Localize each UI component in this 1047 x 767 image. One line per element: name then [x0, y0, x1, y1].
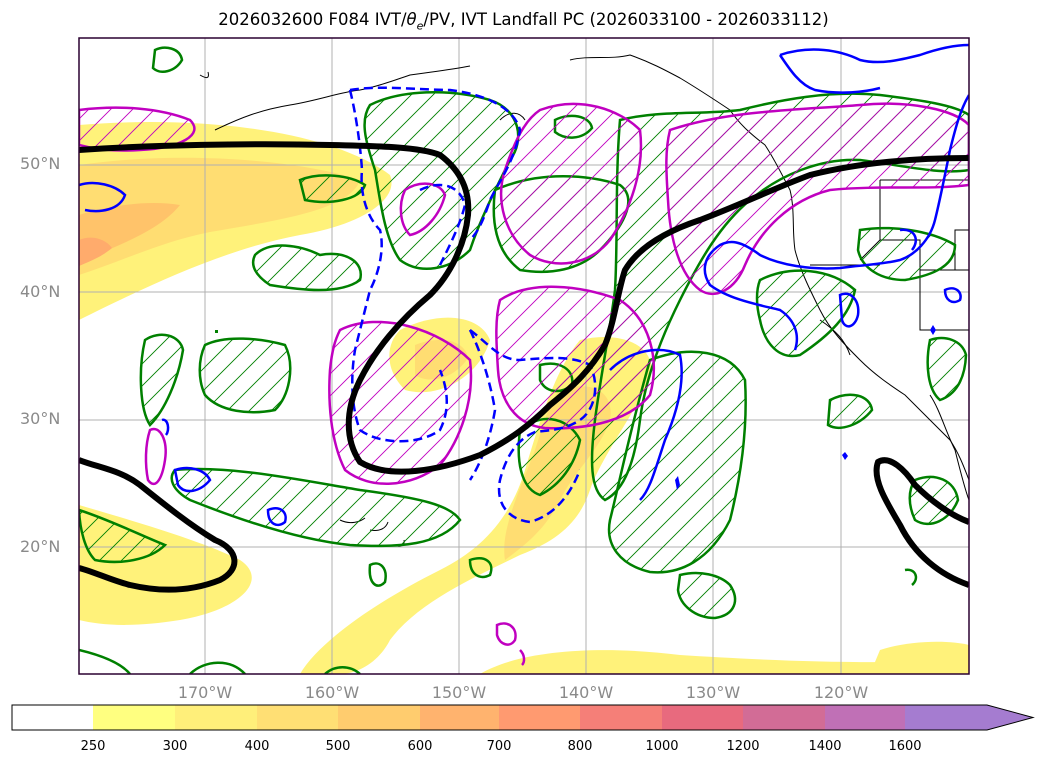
island-marks: [215, 325, 936, 490]
map-frame: [78, 37, 970, 675]
lon-label: 140°W: [558, 683, 614, 702]
blue-contours: [79, 43, 969, 527]
colorbar-tick-label: 600: [407, 739, 433, 754]
lat-label: 20°N: [20, 537, 61, 556]
colorbar-tick-label: 300: [162, 739, 188, 754]
colorbar-segment: [420, 705, 499, 730]
colorbar-tick-label: 1600: [888, 739, 922, 754]
lon-label: 120°W: [813, 683, 869, 702]
lon-label: 150°W: [431, 683, 487, 702]
colorbar-tick-label: 400: [244, 739, 270, 754]
colorbar-tick-label: 1200: [726, 739, 760, 754]
map-title: 2026032600 F084 IVT/θe/PV, IVT Landfall …: [218, 10, 829, 33]
colorbar-tick-label: 1400: [808, 739, 842, 754]
lon-label: 160°W: [304, 683, 360, 702]
colorbar: [11, 704, 1035, 731]
black-contours: [79, 141, 969, 593]
lat-label: 50°N: [20, 154, 61, 173]
colorbar-segment: [580, 705, 662, 730]
colorbar-tick-label: 250: [80, 739, 106, 754]
colorbar-segment: [662, 705, 743, 730]
lat-label: 30°N: [20, 409, 61, 428]
colorbar-segment: [743, 705, 825, 730]
colorbar-tick-label: 500: [325, 739, 351, 754]
colorbar-tick-label: 1000: [645, 739, 679, 754]
colorbar-segment: [175, 705, 257, 730]
lon-label: 130°W: [685, 683, 741, 702]
colorbar-tick-label: 700: [486, 739, 512, 754]
colorbar-segment: [499, 705, 580, 730]
colorbar-tick-label: 800: [567, 739, 593, 754]
colorbar-segment: [93, 705, 175, 730]
colorbar-under-segment: [12, 705, 93, 730]
colorbar-segment: [338, 705, 420, 730]
lat-label: 40°N: [20, 282, 61, 301]
colorbar-segment: [257, 705, 338, 730]
lon-label: 170°W: [177, 683, 233, 702]
colorbar-extend-arrow: [905, 705, 1033, 730]
colorbar-segment: [825, 705, 905, 730]
